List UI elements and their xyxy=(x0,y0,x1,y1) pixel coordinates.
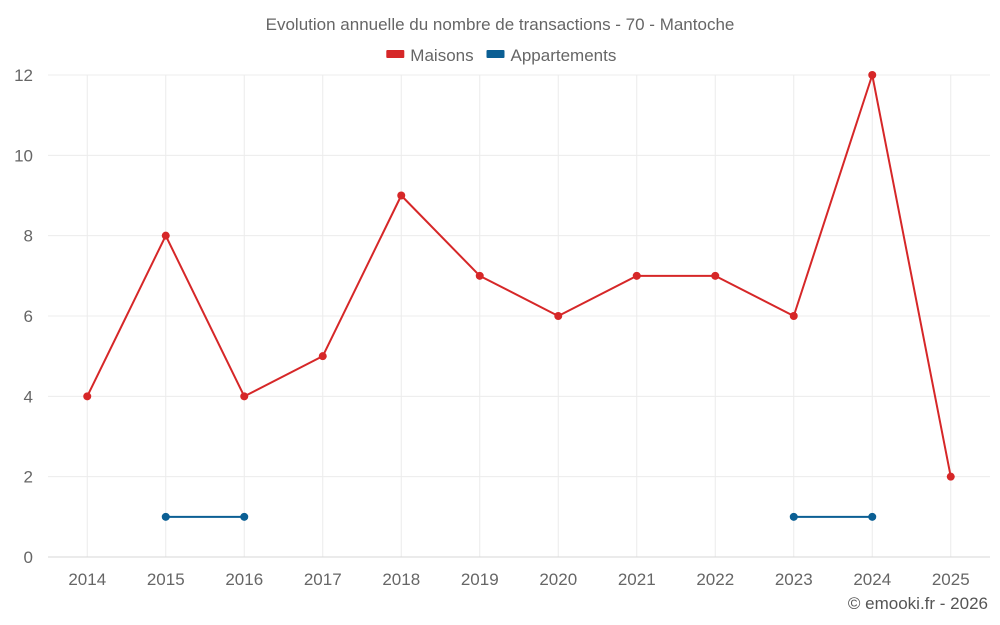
x-tick-label: 2015 xyxy=(147,570,185,589)
series-line-segment xyxy=(321,194,403,358)
data-point[interactable] xyxy=(868,71,877,79)
copyright-credit: © emooki.fr - 2026 xyxy=(848,594,988,613)
legend-label: Maisons xyxy=(410,46,473,65)
data-point[interactable] xyxy=(475,271,484,280)
series-line-segment xyxy=(400,194,481,277)
y-tick-label: 2 xyxy=(24,468,33,487)
series-line-segment xyxy=(86,234,167,398)
x-tick-label: 2018 xyxy=(382,570,420,589)
series-line-segment xyxy=(557,274,638,317)
legend-item-maisons[interactable]: Maisons xyxy=(386,46,474,65)
legend-label: Appartements xyxy=(511,46,617,65)
data-point[interactable] xyxy=(240,392,249,401)
x-tick-label: 2022 xyxy=(696,570,734,589)
data-point[interactable] xyxy=(711,271,720,280)
x-tick-label: 2020 xyxy=(539,570,577,589)
data-point[interactable] xyxy=(161,512,170,521)
y-tick-label: 8 xyxy=(24,227,33,246)
legend-swatch xyxy=(486,50,505,58)
y-tick-label: 10 xyxy=(14,146,33,165)
legend-swatch xyxy=(386,50,405,58)
legend: Maisons Appartements xyxy=(386,46,616,65)
series-maisons xyxy=(83,71,955,481)
data-point[interactable] xyxy=(789,312,798,320)
data-point[interactable] xyxy=(318,352,327,361)
data-point[interactable] xyxy=(83,392,92,401)
series-appartements xyxy=(161,512,877,521)
y-tick-label: 4 xyxy=(24,387,33,406)
data-point[interactable] xyxy=(789,512,798,521)
legend-item-appartements[interactable]: Appartements xyxy=(486,46,617,65)
x-tick-label: 2017 xyxy=(304,570,342,589)
series-layer xyxy=(83,71,955,521)
series-line-segment xyxy=(871,74,952,478)
x-tick-label: 2023 xyxy=(775,570,813,589)
data-point[interactable] xyxy=(161,231,170,240)
x-tick-label: 2019 xyxy=(461,570,499,589)
x-tick-label: 2014 xyxy=(68,570,106,589)
data-point[interactable] xyxy=(632,271,641,280)
x-tick-label: 2024 xyxy=(853,570,891,589)
series-line-segment xyxy=(792,74,874,317)
y-tick-label: 6 xyxy=(24,307,33,326)
data-point[interactable] xyxy=(946,472,955,481)
y-tick-label: 12 xyxy=(14,66,33,85)
data-point[interactable] xyxy=(397,191,406,200)
series-line-segment xyxy=(164,234,246,398)
x-tick-label: 2016 xyxy=(225,570,263,589)
series-line-segment xyxy=(243,355,324,398)
axes: 0 2 4 6 8 10 12 2014 2015 2016 2017 2018 2019 2020 202… xyxy=(14,66,990,589)
chart-title: Evolution annuelle du nombre de transact… xyxy=(266,15,735,34)
data-point[interactable] xyxy=(240,512,249,521)
series-line-segment xyxy=(478,274,560,317)
x-tick-label: 2021 xyxy=(618,570,656,589)
data-point[interactable] xyxy=(554,312,563,320)
series-line-segment xyxy=(714,274,795,317)
y-tick-label: 0 xyxy=(24,548,33,567)
x-tick-label: 2025 xyxy=(932,570,970,589)
data-point[interactable] xyxy=(868,512,877,521)
